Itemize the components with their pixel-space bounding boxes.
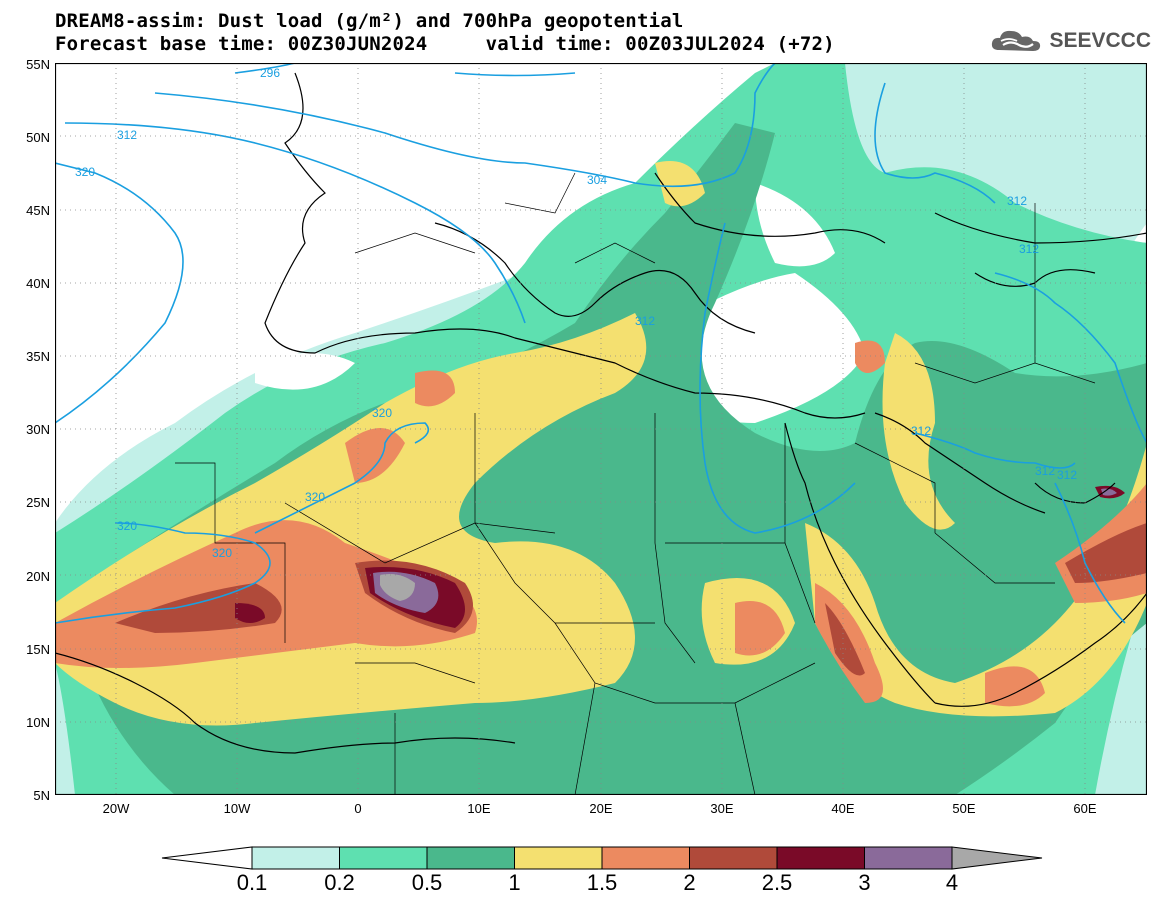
lon-label: 0 [354,801,362,816]
contour-label: 312 [1019,242,1039,256]
colorbar-tick-label: 0.1 [236,870,268,895]
colorbar-tick-label: 1.5 [586,870,618,895]
contour-label: 312 [635,314,655,328]
colorbar-swatch [339,846,428,870]
lat-label: 30N [26,422,50,437]
contour-label: 320 [117,519,137,533]
contour-label: 320 [75,165,95,179]
colorbar-swatch [601,846,690,870]
contour-label: 312 [1057,468,1077,482]
colorbar-swatch [426,846,515,870]
geopotential-contours [55,63,1147,624]
contour-label: 304 [587,173,607,187]
lat-label: 5N [33,788,50,803]
lat-label: 35N [26,349,50,364]
colorbar-tick-label: 1 [508,870,521,895]
graticule [55,63,1147,795]
colorbar-tick-label: 0.5 [411,870,443,895]
map-border [55,63,1147,795]
contour-label: 320 [372,406,392,420]
lon-label: 10E [467,801,491,816]
lat-label: 15N [26,642,50,657]
lon-label: 50E [952,801,976,816]
contour-label: 312 [117,128,137,142]
contour-label: 320 [212,546,232,560]
colorbar-swatch [864,846,953,870]
seevccc-logo: SEEVCCC [989,26,1151,56]
lat-label: 25N [26,495,50,510]
lat-label: 20N [26,569,50,584]
lat-label: 50N [26,130,50,145]
colorbar-swatch [776,846,865,870]
colorbar-swatch [689,846,778,870]
colorbar-tick-label: 4 [945,870,959,895]
country-borders [175,172,1096,795]
coastlines [55,72,1147,754]
lon-label: 60E [1073,801,1097,816]
colorbar-over-arrow [951,846,1043,870]
colorbar-under-arrow [161,846,253,870]
colorbar-swatch [251,846,340,870]
contour-label: 296 [260,66,280,80]
lat-label: 10N [26,715,50,730]
lat-label: 55N [26,57,50,72]
map-subtitle-times: Forecast base time: 00Z30JUN2024 valid t… [55,33,835,55]
lon-label: 10W [223,801,251,816]
contour-label: 312 [1007,194,1027,208]
lat-label: 45N [26,203,50,218]
contour-label: 312 [1035,464,1055,478]
colorbar-tick-label: 2 [683,870,696,895]
dust-load-map: 296 312 320 304 320 320 320 320 312 312 … [55,63,1147,795]
colorbar-tick-label: 3 [858,870,871,895]
lon-label: 20W [102,801,130,816]
colorbar-swatch [514,846,603,870]
lat-label: 40N [26,276,50,291]
lon-label: 40E [831,801,855,816]
lon-label: 20E [589,801,613,816]
colorbar-tick-label: 2.5 [761,870,793,895]
contour-label: 312 [911,424,931,438]
lon-label: 30E [710,801,734,816]
logo-text: SEEVCCC [1049,29,1151,52]
map-title: DREAM8-assim: Dust load (g/m²) and 700hP… [55,10,684,32]
colorbar-tick-label: 0.2 [324,870,355,895]
cloud-logo-icon [992,30,1041,51]
contour-labels: 296 312 320 304 320 320 320 320 312 312 … [75,66,1077,560]
contour-label: 320 [305,490,325,504]
colorbar-legend [161,846,1043,870]
